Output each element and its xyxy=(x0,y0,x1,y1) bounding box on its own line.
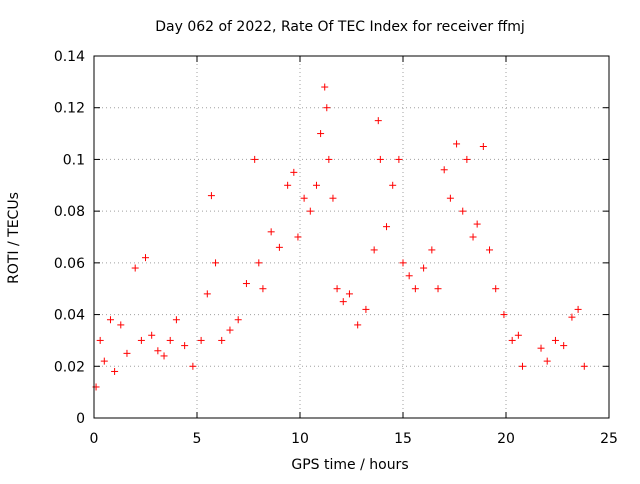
data-point xyxy=(321,83,329,91)
data-point xyxy=(333,285,341,293)
data-point xyxy=(537,344,545,352)
data-point xyxy=(446,194,454,202)
y-tick-label: 0.08 xyxy=(54,204,85,220)
data-point xyxy=(259,285,267,293)
data-point xyxy=(207,192,215,200)
data-point xyxy=(514,331,522,339)
data-point xyxy=(325,155,333,163)
data-point xyxy=(399,259,407,267)
data-point xyxy=(518,362,526,370)
data-point xyxy=(345,290,353,298)
data-point xyxy=(543,357,551,365)
data-point xyxy=(434,285,442,293)
data-point xyxy=(440,166,448,174)
data-point xyxy=(370,246,378,254)
y-tick-label: 0.1 xyxy=(63,152,85,168)
data-point xyxy=(160,352,168,360)
data-point xyxy=(463,155,471,163)
data-point xyxy=(100,357,108,365)
data-point xyxy=(172,316,180,324)
data-point xyxy=(376,155,384,163)
data-point xyxy=(154,347,162,355)
data-point xyxy=(551,336,559,344)
data-point xyxy=(428,246,436,254)
data-point xyxy=(267,228,275,236)
data-point xyxy=(411,285,419,293)
data-point xyxy=(479,143,487,150)
data-point xyxy=(212,259,220,267)
x-axis-title: GPS time / hours xyxy=(291,457,409,473)
data-point xyxy=(395,155,403,163)
data-point xyxy=(354,321,362,329)
data-point xyxy=(374,117,382,125)
data-point xyxy=(420,264,428,272)
data-point xyxy=(500,311,508,319)
data-point xyxy=(560,342,568,350)
y-axis-title: ROTI / TECUs xyxy=(6,192,22,284)
data-point xyxy=(473,220,481,228)
data-point xyxy=(492,285,500,293)
data-point xyxy=(166,336,174,344)
data-point xyxy=(284,181,292,189)
data-point xyxy=(329,194,337,202)
data-point xyxy=(317,130,325,138)
x-tick-label: 20 xyxy=(497,431,515,447)
data-point xyxy=(275,243,283,251)
data-point xyxy=(389,181,397,189)
data-point xyxy=(405,272,413,280)
y-tick-label: 0.02 xyxy=(54,359,85,375)
data-point xyxy=(189,362,197,370)
data-point xyxy=(508,336,516,344)
data-point xyxy=(148,331,156,339)
data-point xyxy=(142,254,149,262)
data-point xyxy=(131,264,139,272)
y-tick-label: 0.12 xyxy=(54,101,85,117)
data-point xyxy=(234,316,242,324)
data-point xyxy=(111,367,119,375)
data-point xyxy=(197,336,205,344)
y-tick-label: 0.04 xyxy=(54,308,85,324)
data-point xyxy=(96,336,104,344)
data-point xyxy=(242,280,250,288)
y-tick-label: 0 xyxy=(76,411,85,427)
data-point xyxy=(459,207,467,215)
data-point xyxy=(339,298,347,306)
data-point xyxy=(255,259,263,267)
x-tick-label: 10 xyxy=(291,431,309,447)
data-point xyxy=(106,316,114,324)
data-point xyxy=(568,313,576,321)
data-point xyxy=(290,168,298,176)
y-tick-label: 0.14 xyxy=(54,49,85,65)
data-point xyxy=(312,181,320,189)
data-point xyxy=(574,305,582,313)
data-point xyxy=(117,321,125,329)
data-point xyxy=(294,233,302,241)
data-point xyxy=(486,246,494,254)
data-point xyxy=(469,233,477,241)
data-point xyxy=(251,155,259,163)
plot-frame xyxy=(93,55,610,419)
data-point xyxy=(323,104,331,112)
y-tick-label: 0.06 xyxy=(54,256,85,272)
data-point xyxy=(580,362,588,370)
data-point xyxy=(218,336,226,344)
data-point xyxy=(383,223,391,231)
data-point xyxy=(123,349,131,357)
x-tick-label: 5 xyxy=(193,431,202,447)
data-point xyxy=(226,326,234,334)
chart-title: Day 062 of 2022, Rate Of TEC Index for r… xyxy=(155,19,525,35)
data-point xyxy=(453,140,461,148)
data-point xyxy=(300,194,308,202)
data-point xyxy=(362,305,370,313)
data-point xyxy=(306,207,314,215)
data-point xyxy=(203,290,211,298)
data-point xyxy=(181,342,189,350)
x-tick-label: 15 xyxy=(394,431,412,447)
x-tick-label: 25 xyxy=(600,431,618,447)
data-point xyxy=(137,336,145,344)
x-tick-label: 0 xyxy=(90,431,99,447)
